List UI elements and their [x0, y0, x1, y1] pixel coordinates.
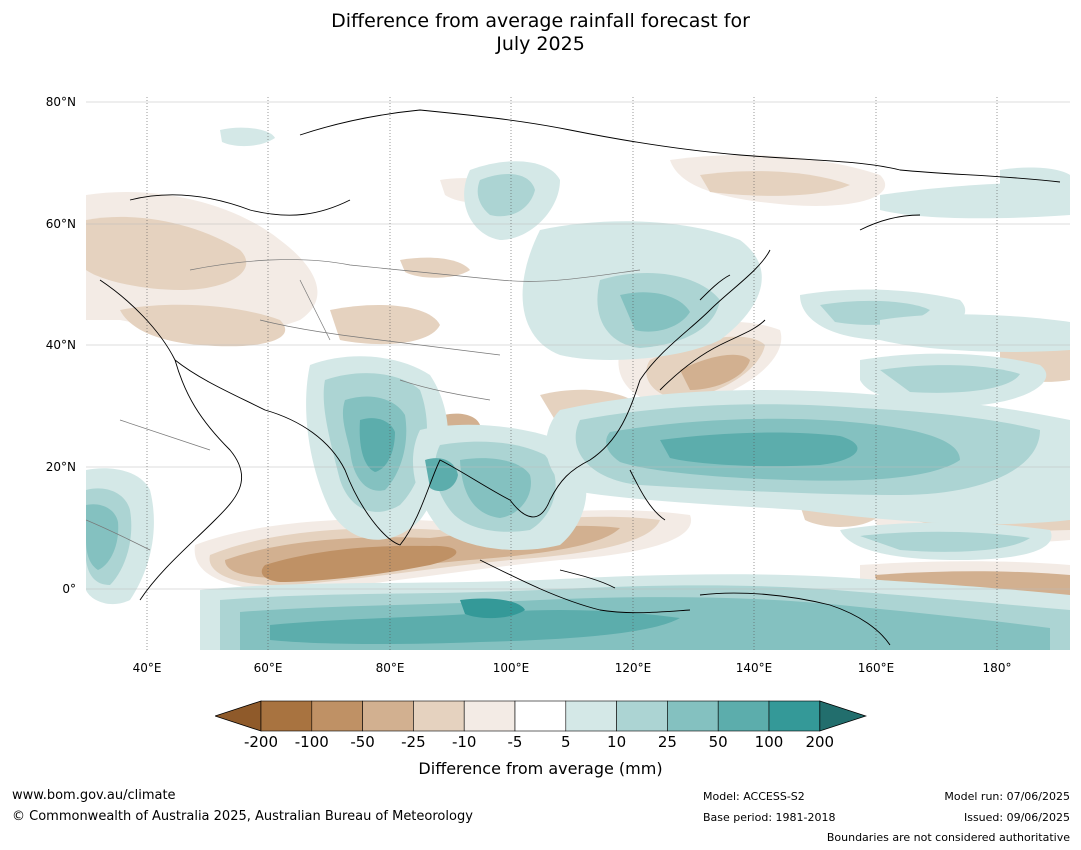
colorbar-tick-label: 25: [657, 733, 677, 751]
footer-disclaimer: Boundaries are not considered authoritat…: [826, 831, 1070, 844]
footer-issued: Issued: 09/06/2025: [963, 811, 1070, 824]
coastlines: [99, 109, 1061, 646]
colorbar-extend-low: [215, 700, 262, 732]
footer-url[interactable]: www.bom.gov.au/climate: [12, 788, 176, 803]
lon-label-40e: 40°E: [132, 661, 162, 675]
colorbar-tick-label: -50: [350, 733, 375, 751]
colorbar-tick-label: 10: [607, 733, 627, 751]
country-borders: [86, 259, 641, 551]
footer-copyright: © Commonwealth of Australia 2025, Austra…: [12, 809, 473, 824]
colorbar-cell: [717, 700, 770, 732]
colorbar-tick-label: 5: [561, 733, 571, 751]
footer-base-period: Base period: 1981-2018: [703, 811, 836, 824]
colorbar-cell: [463, 700, 516, 732]
colorbar-cell: [413, 700, 465, 732]
colorbar-extend-high: [819, 700, 867, 732]
wet-anomaly-regions: [86, 127, 1070, 650]
lat-label-20n: 20°N: [45, 460, 76, 474]
lon-label-140e: 140°E: [735, 661, 773, 675]
title-line-1: Difference from average rainfall forecas…: [331, 10, 750, 32]
meridians: [146, 97, 998, 650]
colorbar-cell: [616, 700, 668, 732]
lon-label-160e: 160°E: [857, 661, 895, 675]
lon-label-100e: 100°E: [492, 661, 530, 675]
lat-label-0: 0°: [62, 582, 76, 596]
colorbar-tick-label: 50: [708, 733, 728, 751]
lon-label-120e: 120°E: [614, 661, 652, 675]
colorbar: [215, 700, 867, 732]
colorbar-cell: [260, 700, 313, 732]
colorbar-cell: [311, 700, 363, 732]
colorbar-cell: [768, 700, 821, 732]
lat-label-80n: 80°N: [45, 95, 76, 109]
colorbar-tick-label: -100: [294, 733, 329, 751]
title-line-2: July 2025: [496, 33, 585, 55]
colorbar-tick-label: -200: [243, 733, 279, 751]
colorbar-tick-label: 200: [805, 733, 835, 751]
lon-label-180: 180°: [982, 661, 1012, 675]
colorbar-cell: [667, 700, 719, 732]
lat-label-40n: 40°N: [45, 338, 76, 352]
colorbar-title: Difference from average (mm): [418, 759, 663, 778]
lon-label-80e: 80°E: [375, 661, 405, 675]
colorbar-tick-label: -10: [451, 733, 477, 751]
map-title: Difference from average rainfall forecas…: [0, 10, 1081, 56]
footer-model-run: Model run: 07/06/2025: [944, 790, 1070, 803]
footer-model: Model: ACCESS-S2: [703, 790, 805, 803]
lat-label-60n: 60°N: [45, 217, 76, 231]
colorbar-cell: [565, 700, 617, 732]
colorbar-tick-label: -25: [401, 733, 426, 751]
colorbar-cell: [514, 700, 567, 732]
colorbar-cell: [362, 700, 414, 732]
colorbar-tick-label: 100: [754, 733, 784, 751]
lon-label-60e: 60°E: [253, 661, 283, 675]
colorbar-tick-label: -5: [507, 733, 523, 751]
